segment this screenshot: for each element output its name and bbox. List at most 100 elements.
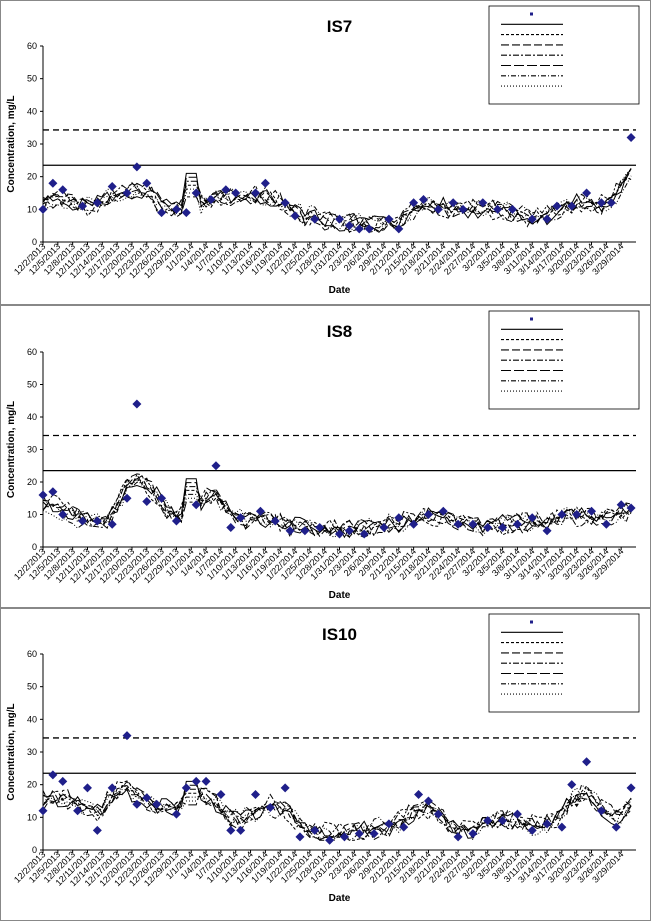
observed-data-point (255, 506, 265, 516)
observed-data-point (181, 208, 191, 218)
observed-data-point (512, 809, 522, 819)
observed-data-point (527, 214, 537, 224)
y-tick-label: 40 (27, 106, 37, 116)
observed-data-point (226, 825, 236, 835)
observed-data-point (280, 783, 290, 793)
observed-data-point (142, 793, 152, 803)
modeled-series-line-4 (42, 477, 632, 539)
observed-data-point (339, 832, 349, 842)
y-axis-label: Concentration, mg/L (6, 95, 17, 192)
y-tick-label: 0 (32, 845, 37, 855)
observed-data-point (527, 825, 537, 835)
observed-data-point (48, 487, 58, 497)
observed-data-point (448, 198, 458, 208)
modeled-series-line-5 (42, 783, 632, 841)
observed-data-point (250, 188, 260, 198)
legend-box (488, 5, 640, 105)
observed-data-point (498, 523, 508, 532)
chart-title: IS8 (327, 322, 353, 341)
y-tick-label: 60 (27, 649, 37, 659)
observed-data-point (152, 799, 162, 809)
modeled-series-line-6 (42, 785, 632, 842)
observed-data-point (107, 181, 117, 191)
chart-title: IS10 (322, 625, 357, 644)
observed-data-point (236, 513, 246, 523)
observed-data-point (498, 816, 508, 826)
legend (488, 310, 640, 410)
observed-data-point (419, 195, 429, 205)
observed-data-point (191, 776, 201, 786)
observed-data-point (596, 806, 606, 816)
observed-data-point (626, 503, 636, 513)
y-tick-label: 40 (27, 714, 37, 724)
y-axis-label: Concentration, mg/L (6, 401, 17, 498)
observed-data-point (226, 523, 236, 532)
observed-data-point (557, 822, 567, 832)
observed-data-point (335, 529, 344, 539)
observed-data-point (354, 224, 364, 234)
observed-data-point (142, 497, 152, 506)
y-tick-label: 10 (27, 510, 37, 520)
observed-data-point (157, 208, 167, 218)
modeled-series-line-3 (42, 473, 632, 536)
observed-data-point (601, 519, 611, 529)
y-tick-label: 20 (27, 477, 37, 487)
observed-data-point (58, 776, 68, 786)
observed-data-point (58, 185, 68, 195)
observed-data-point (384, 214, 394, 224)
observed-data-point (132, 399, 142, 409)
observed-data-point (483, 816, 493, 826)
observed-data-point (567, 780, 577, 790)
observed-data-point (191, 500, 201, 510)
y-tick-label: 60 (27, 41, 37, 51)
observed-data-point (280, 198, 290, 208)
observed-data-point (216, 789, 226, 799)
observed-data-point (231, 188, 241, 198)
observed-data-point (344, 526, 354, 536)
observed-data-point (483, 523, 493, 532)
legend-marker (530, 620, 533, 624)
observed-data-point (171, 516, 181, 526)
observed-data-point (157, 493, 167, 503)
observed-data-point (582, 757, 592, 767)
observed-data-point (626, 783, 636, 793)
observed-data-point (335, 214, 344, 224)
observed-data-point (142, 178, 152, 188)
observed-data-point (201, 776, 211, 786)
observed-data-point (191, 188, 201, 198)
y-tick-label: 30 (27, 139, 37, 149)
observed-data-point (38, 490, 48, 500)
observed-data-point (206, 195, 216, 205)
modeled-series-line-2 (42, 784, 632, 841)
observed-data-point (315, 523, 325, 532)
observed-data-point (171, 809, 181, 819)
observed-data-point (310, 214, 320, 224)
legend-box (488, 310, 640, 410)
legend-box (488, 613, 640, 713)
observed-data-point (409, 519, 419, 529)
observed-data-point (379, 523, 389, 532)
modeled-series-line-4 (42, 780, 632, 841)
x-axis-label: Date (329, 893, 351, 904)
observed-data-point (270, 516, 280, 526)
observed-data-point (394, 224, 404, 234)
observed-data-point (132, 799, 142, 809)
observed-data-point (557, 510, 567, 519)
observed-data-point (364, 224, 374, 234)
observed-data-point (453, 832, 463, 842)
y-tick-label: 10 (27, 204, 37, 214)
y-tick-label: 60 (27, 347, 37, 357)
observed-data-point (438, 506, 448, 516)
x-axis-label: Date (329, 590, 351, 601)
observed-data-point (542, 214, 552, 224)
observed-data-point (48, 770, 58, 780)
observed-data-point (92, 516, 102, 526)
observed-data-point (250, 789, 260, 799)
observed-data-point (122, 188, 132, 198)
observed-data-point (344, 221, 354, 231)
observed-data-point (458, 204, 468, 214)
observed-data-point (423, 510, 433, 519)
observed-data-point (48, 178, 58, 188)
